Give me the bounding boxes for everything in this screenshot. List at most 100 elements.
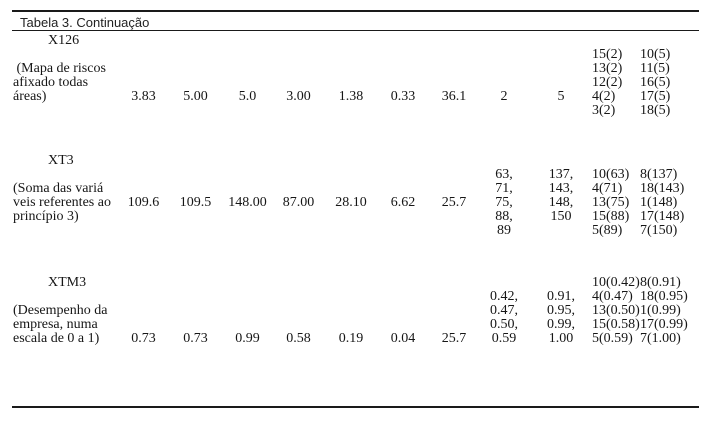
table-column: 36.1 [430,34,478,118]
cell-value: 143, [548,181,574,196]
cell-value: 0.73 [131,331,156,346]
cell-value: 1(0.99) [640,303,681,318]
cell-value: 2 [500,89,508,104]
table-block-xtm3: XTM3 (Desempenho da empresa, numa escala de… [13,276,700,346]
table-column: 25.7 [430,154,478,238]
cell-value: 11(5) [640,61,670,76]
header-rule [12,30,699,31]
variable-description: afixado todas [13,75,89,90]
cell-value: 8(0.91) [640,275,681,290]
cell-value: 0.58 [286,331,311,346]
cell-value: 137, [548,167,574,182]
variable-description: escala de 0 a 1) [13,331,100,346]
table-column: 0.33 [376,34,430,118]
variable-description: veis referentes ao [13,195,111,210]
table-column: 0.19 [326,276,376,346]
cell-value: 71, [495,181,513,196]
cell-value: 87.00 [282,195,315,210]
cell-value: 0.42, [490,289,518,304]
table-column: 0.42, 0.47, 0.50, 0.59 [478,276,530,346]
table-column: 5 [530,34,592,118]
cell-value: 17(148) [640,209,685,224]
cell-value: 0.04 [390,331,416,346]
cell-value: 15(88) [592,209,630,224]
cell-value: 13(0.50) [592,303,640,318]
table-column: 6.62 [376,154,430,238]
cell-value: 5(0.59) [592,331,633,346]
cell-value: 36.1 [441,89,467,104]
cell-value: 75, [495,195,513,210]
cell-value: 0.33 [390,89,416,104]
table-column: 28.10 [326,154,376,238]
cell-value: 25.7 [441,195,467,210]
cell-value: 16(5) [640,75,671,90]
table-block-xt3: XT3 (Soma das variá veis referentes ao prin… [13,154,700,238]
cell-value: 15(2) [592,47,623,62]
cell-value: 25.7 [441,331,467,346]
cell-value: 18(5) [640,103,671,118]
table-column: X126 (Mapa de riscos afixado todas áreas) [13,34,120,118]
cell-value: 0.47, [490,303,518,318]
table-column: 10(5) 11(5) 16(5) 17(5) 18(5) [640,34,700,118]
cell-value: 1.00 [548,331,574,346]
cell-value: 12(2) [592,75,623,90]
table-column: 137, 143, 148, 150 [530,154,592,238]
table-column: 15(2) 13(2) 12(2) 4(2) 3(2) [592,34,640,118]
cell-value: 10(0.42) [592,275,640,290]
cell-value: 5.0 [238,89,257,104]
variable-name: XTM3 [48,275,87,290]
cell-value: 5 [557,89,565,104]
table-column: 25.7 [430,276,478,346]
cell-value: 3.83 [131,89,156,104]
cell-value: 17(0.99) [640,317,688,332]
table-column: 0.58 [271,276,326,346]
cell-value: 18(143) [640,181,685,196]
cell-value: 0.91, [547,289,575,304]
cell-value: 88, [495,209,513,224]
table-column: 10(63) 4(71) 13(75) 15(88) 5(89) [592,154,640,238]
cell-value: 150 [550,209,572,224]
table-column: 10(0.42) 4(0.47) 13(0.50) 15(0.58) 5(0.59) [592,276,640,346]
cell-value: 3(2) [592,103,616,118]
table-column: XT3 (Soma das variá veis referentes ao prin… [13,154,120,238]
cell-value: 109.6 [127,195,160,210]
top-rule [12,10,699,12]
table-column: 3.83 [120,34,167,118]
table-column: 8(137) 18(143) 1(148) 17(148) 7(150) [640,154,700,238]
cell-value: 4(2) [592,89,616,104]
table-block-x126: X126 (Mapa de riscos afixado todas áreas) 3… [13,34,700,118]
table-title: Tabela 3. Continuação [20,15,150,30]
table-column: XTM3 (Desempenho da empresa, numa escala de… [13,276,120,346]
variable-description: princípio 3) [13,209,79,224]
cell-value: 0.59 [491,331,517,346]
cell-value: 0.95, [547,303,575,318]
cell-value: 8(137) [640,167,678,182]
cell-value: 4(71) [592,181,623,196]
table-column: 0.73 [167,276,224,346]
variable-name: XT3 [48,153,74,168]
cell-value: 5.00 [183,89,208,104]
cell-value: 13(75) [592,195,630,210]
cell-value: 109.5 [179,195,212,210]
table-column: 148.00 [224,154,271,238]
table-column: 0.91, 0.95, 0.99, 1.00 [530,276,592,346]
table-column: 0.99 [224,276,271,346]
table-column: 5.00 [167,34,224,118]
cell-value: 148.00 [228,195,267,210]
table-column: 0.73 [120,276,167,346]
cell-value: 3.00 [286,89,311,104]
cell-value: 1(148) [640,195,678,210]
variable-description: (Mapa de riscos [13,61,106,76]
table-column: 109.5 [167,154,224,238]
cell-value: 18(0.95) [640,289,688,304]
variable-description: (Soma das variá [13,181,104,196]
cell-value: 13(2) [592,61,623,76]
table-column: 1.38 [326,34,376,118]
cell-value: 10(63) [592,167,630,182]
table-column: 63, 71, 75, 88, 89 [478,154,530,238]
table-column: 5.0 [224,34,271,118]
cell-value: 7(150) [640,223,678,238]
cell-value: 17(5) [640,89,671,104]
cell-value: 0.99, [547,317,575,332]
